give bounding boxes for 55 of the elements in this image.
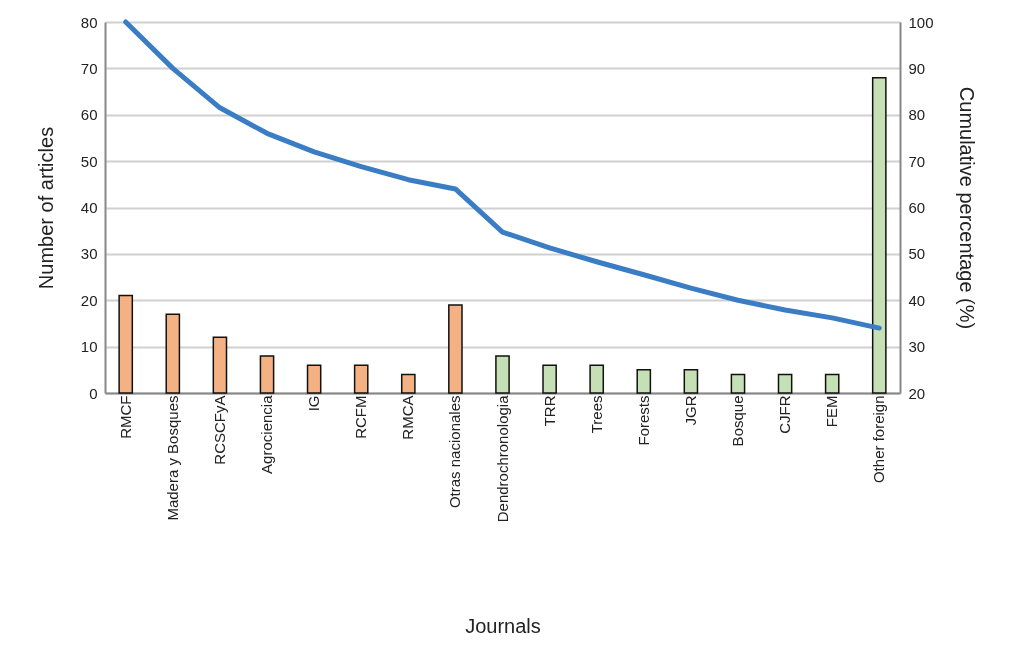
y-tick-label: 80 [80, 13, 98, 31]
bar [871, 76, 887, 394]
bar [824, 373, 840, 394]
y-tick-label: 70 [80, 59, 98, 77]
x-tick-label: Other foreign [870, 395, 888, 484]
y-tick-label: 20 [80, 291, 98, 309]
x-tick-label: RMCA [399, 395, 417, 440]
x-tick-label: Agrociencia [258, 394, 276, 474]
y2-tick-label: 80 [908, 106, 926, 124]
x-tick-label: RMCF [116, 395, 134, 439]
y-tick-label: 10 [80, 338, 98, 356]
x-tick-label: Otras nacionales [446, 395, 464, 509]
y-axis-title: Number of articles [34, 126, 57, 290]
y2-tick-label: 90 [908, 59, 926, 77]
x-tick-label: FEM [823, 395, 841, 428]
x-tick-label: TRR [540, 395, 558, 427]
x-tick-label: Dendrochronologia [493, 394, 511, 523]
bar [165, 313, 181, 394]
y-tick-label: 40 [80, 199, 98, 216]
x-tick-label: RCFM [352, 395, 370, 439]
bar [636, 369, 652, 394]
bar [589, 364, 605, 394]
bar [118, 294, 134, 394]
x-tick-label: IG [305, 395, 323, 412]
y2-tick-label: 70 [908, 152, 926, 170]
x-axis-title: Journals [465, 615, 541, 638]
x-tick-label: Madera y Bosques [163, 395, 181, 521]
x-tick-label: Bosque [728, 395, 746, 447]
x-tick-label: JGR [681, 395, 699, 426]
bar [259, 355, 275, 394]
bar [495, 355, 510, 394]
x-tick-label: RCSCFyA [210, 395, 228, 465]
bar [542, 364, 557, 394]
bar [448, 304, 463, 394]
bar [306, 364, 322, 394]
bar [400, 373, 416, 394]
y-tick-label: 0 [89, 384, 98, 402]
y-tick-label: 50 [80, 152, 98, 170]
y-tick-label: 60 [80, 106, 98, 124]
y-tick-label: 30 [80, 245, 98, 263]
bar [777, 373, 793, 394]
bar [683, 369, 699, 394]
y2-tick-label: 60 [908, 199, 926, 216]
y2-axis-title: Cumulative percentage (%) [955, 86, 978, 330]
y2-tick-label: 30 [908, 338, 926, 356]
y2-tick-label: 100 [908, 13, 934, 31]
x-tick-label: Trees [587, 395, 605, 434]
y2-tick-label: 50 [908, 245, 926, 263]
x-tick-label: Forests [634, 395, 652, 446]
y2-tick-label: 40 [908, 291, 926, 309]
bar [730, 373, 746, 394]
x-tick-label: CJFR [776, 395, 794, 434]
bar [353, 364, 369, 394]
bar [212, 336, 228, 394]
y2-tick-label: 20 [908, 384, 926, 402]
